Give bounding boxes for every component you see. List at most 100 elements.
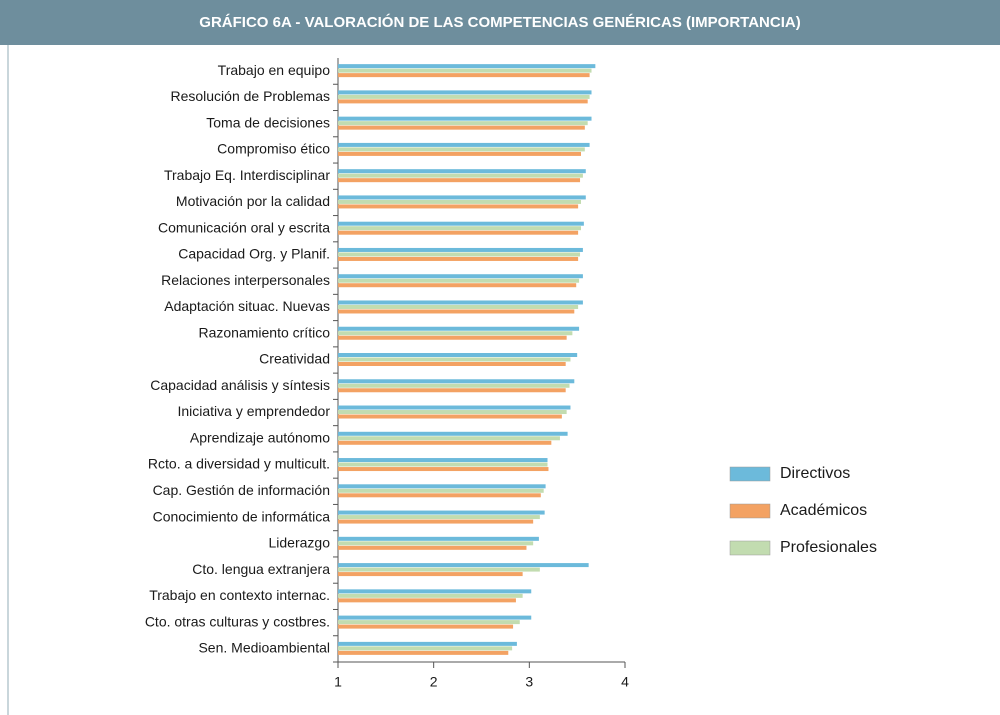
bar bbox=[338, 593, 523, 598]
y-tick-label: Trabajo Eq. Interdisciplinar bbox=[164, 167, 330, 183]
bar bbox=[338, 94, 590, 99]
x-tick-label: 1 bbox=[334, 674, 342, 690]
bar bbox=[338, 572, 523, 577]
bar bbox=[338, 563, 589, 568]
y-tick-label: Razonamiento crítico bbox=[198, 324, 330, 340]
bar bbox=[338, 173, 583, 178]
y-tick-label: Creatividad bbox=[259, 351, 330, 367]
bar bbox=[338, 121, 588, 126]
bar bbox=[338, 331, 573, 336]
bar bbox=[338, 90, 592, 95]
bar bbox=[338, 199, 581, 204]
bar bbox=[338, 221, 584, 226]
y-tick-label: Rcto. a diversidad y multicult. bbox=[148, 456, 330, 472]
bar bbox=[338, 309, 575, 314]
bar bbox=[338, 436, 560, 441]
bar bbox=[338, 641, 517, 646]
bar bbox=[338, 615, 532, 620]
bar bbox=[338, 484, 546, 489]
y-tick-label: Compromiso ético bbox=[217, 141, 330, 157]
x-tick-label: 4 bbox=[621, 674, 629, 690]
bar bbox=[338, 383, 570, 388]
y-tick-label: Resolución de Problemas bbox=[170, 88, 330, 104]
bar bbox=[338, 99, 588, 104]
bar bbox=[338, 169, 586, 174]
bar bbox=[338, 116, 592, 121]
bar bbox=[338, 541, 534, 546]
y-tick-label: Trabajo en contexto internac. bbox=[149, 587, 330, 603]
bar bbox=[338, 624, 514, 629]
bar bbox=[338, 256, 579, 261]
bar bbox=[338, 515, 540, 520]
legend-swatch bbox=[729, 503, 771, 519]
legend-label: Directivos bbox=[780, 465, 850, 482]
y-tick-label: Cap. Gestión de información bbox=[153, 482, 330, 498]
bar bbox=[338, 598, 516, 603]
x-tick-label: 3 bbox=[525, 674, 533, 690]
bar bbox=[338, 589, 532, 594]
legend-label: Profesionales bbox=[780, 539, 877, 556]
y-tick-label: Liderazgo bbox=[269, 535, 331, 551]
y-tick-label: Conocimiento de informática bbox=[153, 508, 331, 524]
bar bbox=[338, 195, 586, 200]
bar bbox=[338, 274, 583, 279]
header-band bbox=[0, 0, 1000, 45]
legend-swatch bbox=[729, 466, 771, 482]
y-tick-label: Cto. lengua extranjera bbox=[192, 561, 330, 577]
bar bbox=[338, 326, 580, 331]
bar bbox=[338, 493, 541, 498]
bar bbox=[338, 353, 578, 357]
bar bbox=[338, 151, 581, 156]
y-tick-label: Trabajo en equipo bbox=[218, 62, 331, 78]
y-tick-label: Adaptación situac. Nuevas bbox=[164, 298, 330, 314]
bar bbox=[338, 650, 509, 655]
bar bbox=[338, 226, 581, 231]
y-tick-label: Capacidad análisis y síntesis bbox=[150, 377, 330, 393]
bar bbox=[338, 510, 545, 515]
bar bbox=[338, 536, 539, 541]
bar bbox=[338, 462, 548, 467]
bar bbox=[338, 362, 566, 366]
bar bbox=[338, 335, 567, 340]
bar bbox=[338, 278, 580, 283]
y-tick-label: Comunicación oral y escrita bbox=[158, 219, 330, 235]
bar bbox=[338, 646, 513, 651]
bar bbox=[338, 519, 534, 524]
bar bbox=[338, 300, 583, 305]
bar bbox=[338, 357, 571, 362]
bar bbox=[338, 252, 581, 257]
bar bbox=[338, 230, 579, 235]
bar bbox=[338, 458, 548, 463]
y-tick-label: Sen. Medioambiental bbox=[198, 640, 330, 656]
bar bbox=[338, 388, 566, 393]
bar bbox=[338, 204, 579, 209]
bar bbox=[338, 545, 527, 550]
legend-label: Académicos bbox=[780, 502, 867, 519]
chart-title: GRÁFICO 6A - VALORACIÓN DE LAS COMPETENC… bbox=[199, 13, 800, 31]
bar bbox=[338, 142, 590, 147]
bar bbox=[338, 488, 544, 493]
bar bbox=[338, 304, 579, 309]
bar bbox=[338, 68, 592, 73]
bar bbox=[338, 431, 568, 436]
bar bbox=[338, 125, 585, 130]
bar bbox=[338, 247, 583, 252]
bar bbox=[338, 410, 567, 415]
bar bbox=[338, 440, 552, 445]
x-tick-label: 2 bbox=[430, 674, 438, 690]
bar bbox=[338, 147, 585, 152]
y-tick-label: Capacidad Org. y Planif. bbox=[178, 246, 330, 262]
bar bbox=[338, 283, 577, 288]
bar bbox=[338, 379, 575, 384]
bar bbox=[338, 178, 581, 183]
legend-swatch bbox=[729, 540, 771, 556]
bar bbox=[338, 414, 562, 419]
bar bbox=[338, 620, 520, 625]
y-tick-label: Iniciativa y emprendedor bbox=[177, 403, 330, 419]
y-tick-label: Aprendizaje autónomo bbox=[190, 429, 330, 445]
y-tick-label: Motivación por la calidad bbox=[176, 193, 330, 209]
y-tick-label: Cto. otras culturas y costbres. bbox=[145, 613, 330, 629]
y-tick-label: Toma de decisiones bbox=[206, 114, 330, 130]
bar bbox=[338, 567, 540, 572]
